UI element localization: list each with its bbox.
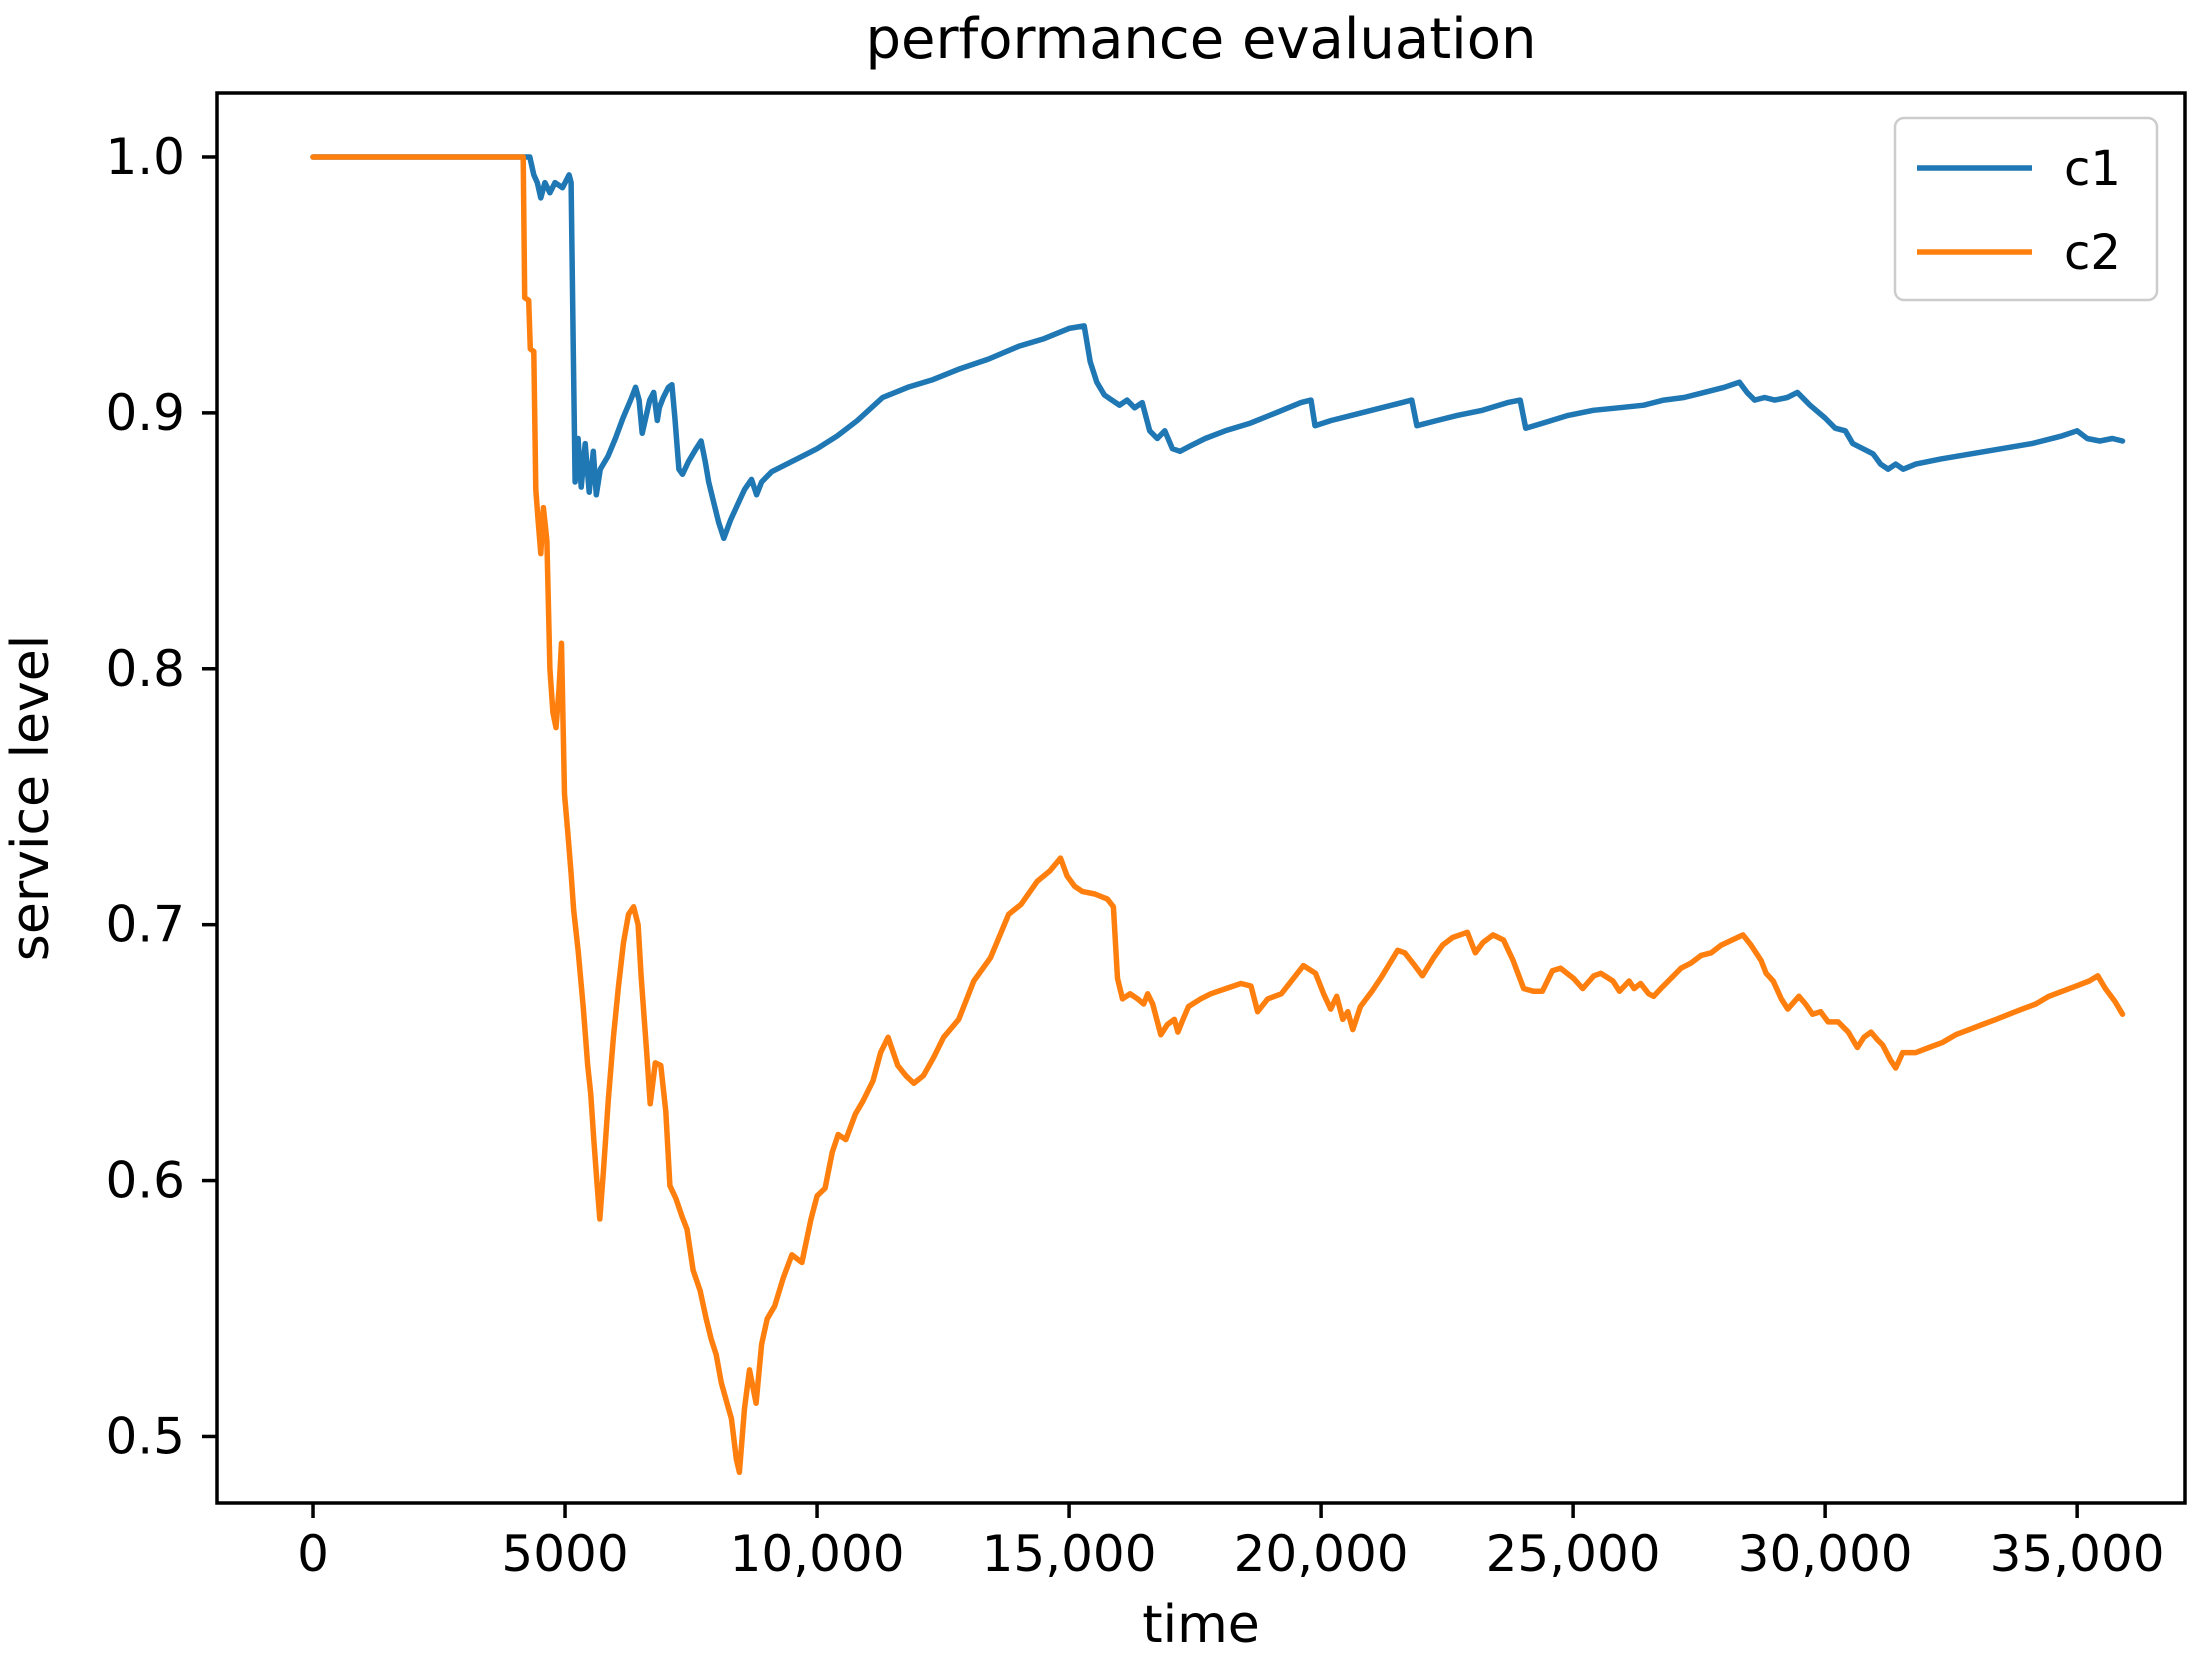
x-axis-label: time [1142, 1595, 1259, 1655]
y-axis-label: service level [1, 635, 61, 961]
x-tick-label: 25,000 [1486, 1525, 1661, 1583]
x-tick-label: 15,000 [982, 1525, 1157, 1583]
legend-label-c1: c1 [2064, 141, 2121, 197]
legend: c1 c2 [1893, 116, 2159, 302]
c2-line [310, 154, 2126, 1476]
plot-border [215, 91, 2187, 1505]
legend-label-c2: c2 [2064, 225, 2121, 281]
y-axis-ticks: 1.0 0.9 0.8 0.7 0.6 0.5 [105, 128, 217, 1465]
y-tick-label: 0.6 [105, 1152, 185, 1210]
x-axis-ticks: 0 5000 10,000 15,000 20,000 25,000 30,000 35,00… [297, 1503, 2165, 1583]
y-tick-label: 1.0 [105, 128, 185, 186]
x-tick-label: 10,000 [730, 1525, 905, 1583]
y-tick-label: 0.8 [105, 640, 185, 698]
y-tick-label: 0.9 [105, 384, 185, 442]
y-tick-label: 0.7 [105, 896, 185, 954]
chart-title: performance evaluation [866, 7, 1537, 72]
x-tick-label: 30,000 [1738, 1525, 1913, 1583]
series-group [310, 154, 2126, 1476]
y-tick-label: 0.5 [105, 1407, 185, 1465]
x-tick-label: 5000 [501, 1525, 628, 1583]
c1-line [310, 154, 2126, 542]
x-tick-label: 20,000 [1234, 1525, 1409, 1583]
x-tick-label: 35,000 [1990, 1525, 2165, 1583]
x-tick-label: 0 [297, 1525, 329, 1583]
